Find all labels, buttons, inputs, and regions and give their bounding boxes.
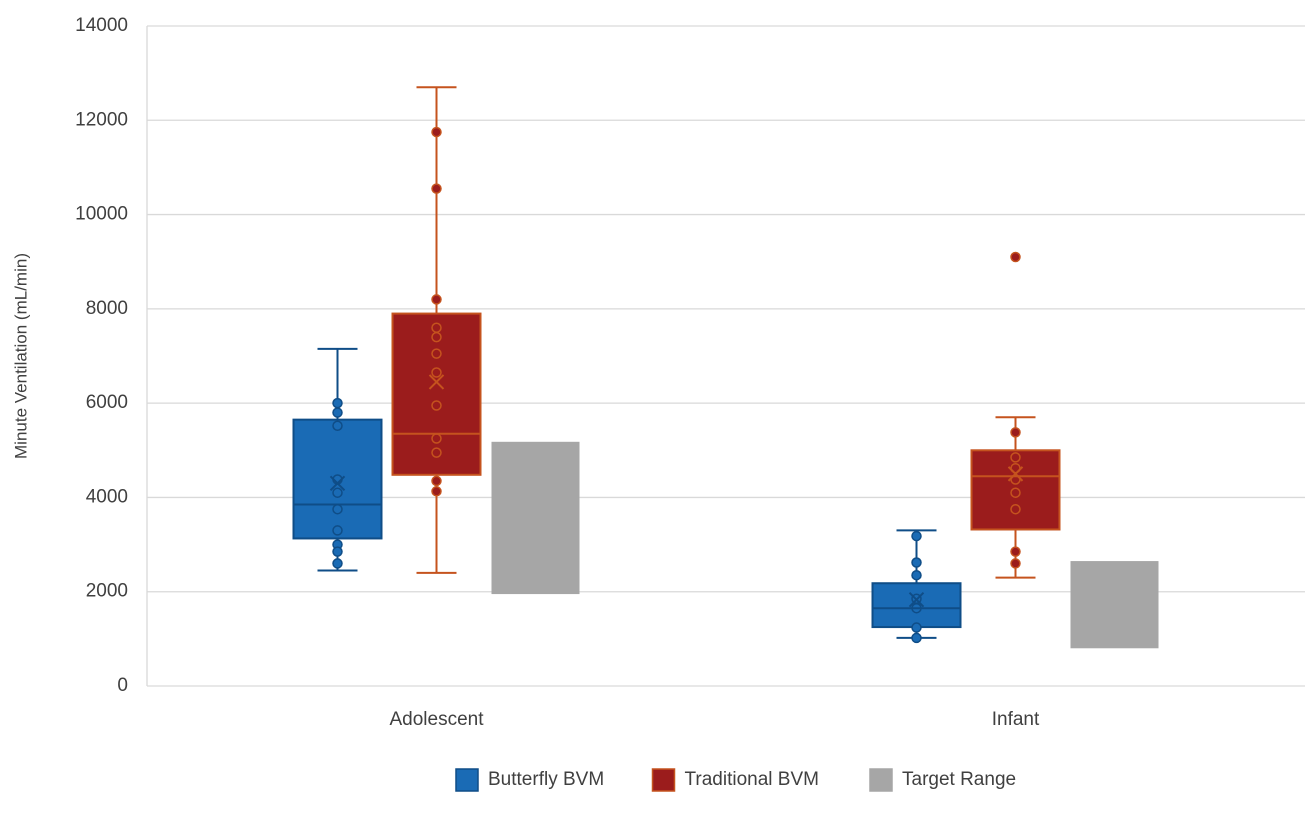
legend-swatch <box>651 768 676 792</box>
y-tick-label: 0 <box>117 675 128 696</box>
y-tick-label: 12000 <box>75 109 128 130</box>
data-point <box>332 525 343 536</box>
data-point <box>332 397 343 409</box>
range-bar <box>1070 561 1159 649</box>
data-point <box>431 400 442 411</box>
legend-swatch <box>869 768 893 792</box>
range-bar <box>491 441 580 595</box>
legend-label: Butterfly BVM <box>488 769 604 790</box>
data-point <box>911 569 922 581</box>
data-point <box>431 183 442 194</box>
data-point <box>1010 503 1021 515</box>
legend-swatch <box>455 768 479 792</box>
data-point <box>431 331 442 343</box>
data-point <box>431 433 442 444</box>
legend-label: Target Range <box>902 769 1016 790</box>
data-point <box>431 447 442 458</box>
data-point <box>332 558 343 569</box>
data-point <box>431 126 442 138</box>
data-point <box>1010 452 1021 463</box>
data-point <box>332 503 343 515</box>
legend-label: Traditional BVM <box>685 769 819 790</box>
data-point <box>431 294 442 305</box>
y-tick-label: 14000 <box>75 15 128 36</box>
mean-marker <box>428 374 445 390</box>
data-point <box>1010 251 1021 263</box>
data-point <box>911 632 922 644</box>
data-point <box>431 475 442 487</box>
data-point <box>911 602 922 614</box>
y-tick-label: 2000 <box>86 581 128 602</box>
data-point <box>1010 558 1021 569</box>
mean-marker <box>908 592 925 608</box>
y-tick-label: 8000 <box>86 298 128 319</box>
data-point <box>332 487 343 498</box>
data-point <box>1010 462 1021 474</box>
data-point <box>332 420 343 432</box>
y-tick-label: 10000 <box>75 204 128 225</box>
box <box>391 312 482 476</box>
y-axis-label: Minute Ventilation (mL/min) <box>11 253 30 459</box>
data-point <box>332 474 343 485</box>
data-point <box>911 530 922 542</box>
box <box>871 582 962 629</box>
data-point <box>1010 474 1021 485</box>
data-point <box>431 486 442 497</box>
data-point <box>911 622 922 633</box>
data-point <box>911 557 922 568</box>
box <box>292 418 383 540</box>
data-point <box>1010 487 1021 498</box>
x-tick-label: Adolescent <box>389 709 484 730</box>
x-tick-label: Infant <box>992 709 1040 730</box>
data-point <box>431 348 442 359</box>
data-point <box>431 367 442 378</box>
data-point <box>332 407 343 418</box>
data-point <box>332 546 343 557</box>
data-point <box>1010 546 1021 557</box>
data-point <box>1010 427 1021 438</box>
y-tick-label: 4000 <box>86 486 128 507</box>
y-tick-label: 6000 <box>86 392 128 413</box>
